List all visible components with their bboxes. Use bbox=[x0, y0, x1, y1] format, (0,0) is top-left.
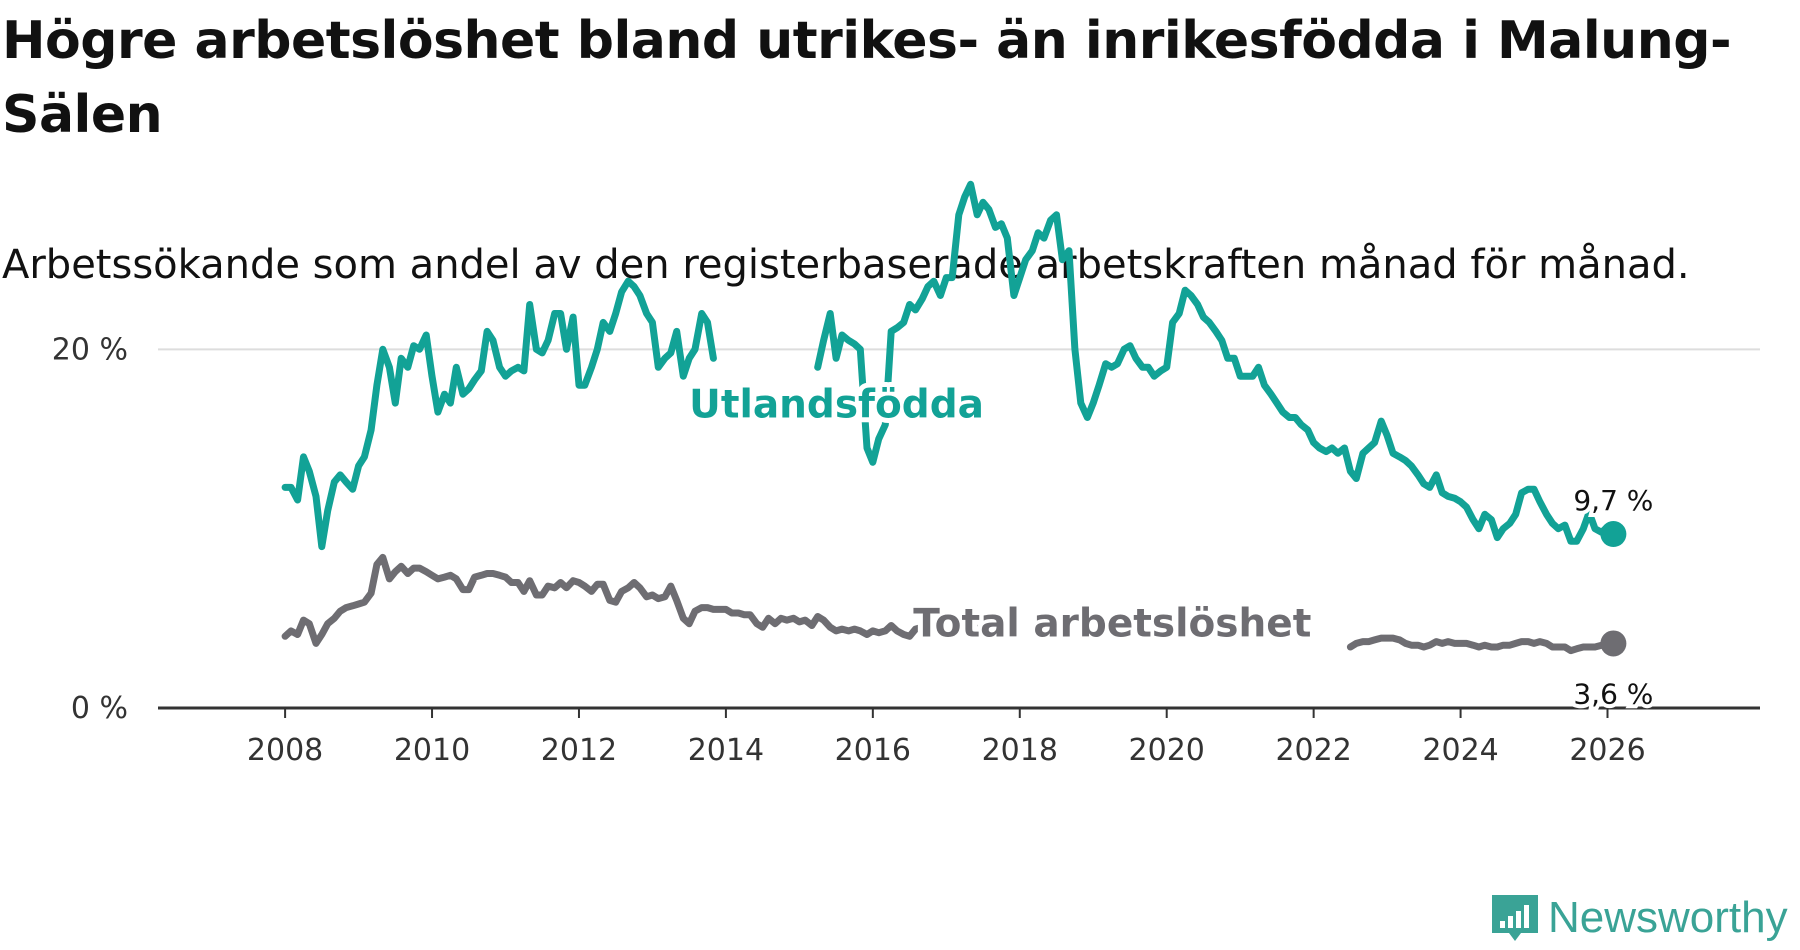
end-label-total: 3,6 % bbox=[1573, 677, 1653, 710]
chart-title: Högre arbetslöshet bland utrikes- än inr… bbox=[2, 11, 1732, 145]
brand-name: Newsworthy bbox=[1548, 893, 1788, 942]
brand-logo: Newsworthy bbox=[1490, 886, 1788, 950]
series-line-utlandsfodda-b bbox=[814, 180, 1617, 545]
x-tick-label: 2014 bbox=[688, 733, 764, 768]
end-point-total bbox=[1600, 630, 1627, 657]
end-label-halo: 9,7 % bbox=[1573, 484, 1653, 517]
x-tick-label: 2012 bbox=[541, 733, 617, 768]
series-label-halo: Utlandsfödda bbox=[689, 382, 984, 427]
x-tick-label: 2008 bbox=[247, 733, 323, 768]
end-label-utlandsfodda: 9,7 % bbox=[1573, 484, 1653, 517]
x-tick-label: 2024 bbox=[1422, 733, 1498, 768]
end-label-halo: 3,6 % bbox=[1573, 677, 1653, 710]
y-tick-label: 0 % bbox=[71, 691, 128, 726]
x-tick-label: 2016 bbox=[835, 733, 911, 768]
x-tick-label: 2022 bbox=[1275, 733, 1351, 768]
series-line-total-b bbox=[1346, 634, 1617, 655]
series-label-utlandsfodda: Utlandsfödda bbox=[689, 382, 984, 427]
x-tick-label: 2010 bbox=[394, 733, 470, 768]
series-label-halo: Total arbetslöshet bbox=[913, 601, 1311, 646]
newsworthy-logo-icon bbox=[1492, 895, 1538, 941]
x-tick-label: 2026 bbox=[1569, 733, 1645, 768]
chart-subtitle: Arbetssökande som andel av den registerb… bbox=[2, 242, 1690, 288]
series-label-total: Total arbetslöshet bbox=[913, 601, 1311, 646]
x-tick-label: 2018 bbox=[982, 733, 1058, 768]
series-line-utlandsfodda bbox=[281, 277, 717, 551]
end-point-utlandsfodda bbox=[1600, 521, 1627, 548]
series-layer bbox=[281, 180, 1617, 655]
x-axis: 2008 2010 2012 2014 2016 2018 2020 2022 2024 2026 bbox=[158, 706, 1760, 768]
y-tick-label: 20 % bbox=[52, 332, 128, 367]
x-tick-label: 2020 bbox=[1129, 733, 1205, 768]
series-line-total bbox=[281, 553, 999, 647]
